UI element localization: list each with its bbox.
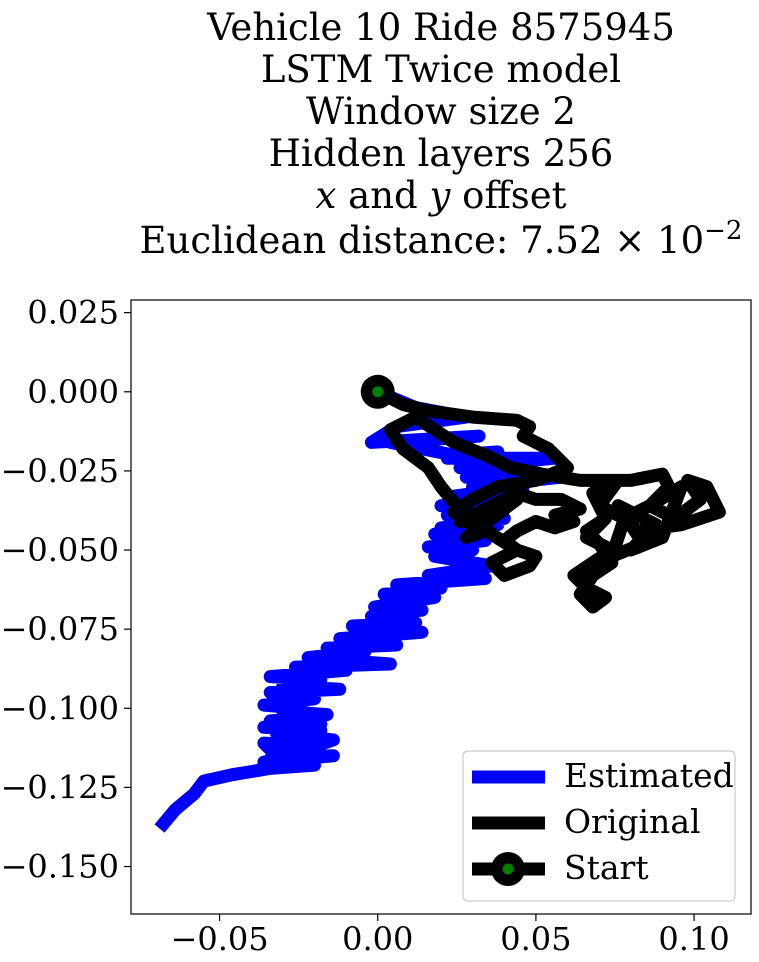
x-tick-label: −0.05 bbox=[171, 920, 269, 958]
y-tick-label: −0.050 bbox=[1, 531, 119, 569]
title-x-variable: x bbox=[315, 174, 337, 217]
x-tick-label: 0.00 bbox=[342, 920, 413, 958]
legend-estimated-label: Estimated bbox=[564, 756, 734, 795]
title-and-text: and bbox=[336, 174, 430, 217]
legend-original-label: Original bbox=[564, 802, 701, 841]
start-marker-inner bbox=[372, 386, 384, 398]
y-tick-label: 0.025 bbox=[27, 294, 119, 332]
title-distance-exponent: −2 bbox=[704, 216, 743, 246]
legend-start-marker-inner bbox=[502, 863, 514, 875]
title-line-vehicle: Vehicle 10 Ride 8575945 bbox=[207, 6, 675, 49]
title-distance-mantissa: 7.52 bbox=[520, 219, 603, 262]
title-line-offset: x and y offset bbox=[0, 174, 759, 217]
title-line-model: LSTM Twice model bbox=[260, 48, 622, 91]
y-tick-label: −0.075 bbox=[1, 610, 119, 648]
title-y-variable: y bbox=[429, 174, 451, 217]
title-distance-times: × 10 bbox=[602, 219, 705, 262]
x-tick-label: 0.10 bbox=[658, 920, 729, 958]
original-trajectory-line bbox=[374, 385, 726, 614]
estimated-trajectory-line bbox=[154, 385, 568, 833]
y-tick-label: 0.000 bbox=[27, 373, 119, 411]
y-tick-label: −0.150 bbox=[1, 848, 119, 886]
y-tick-label: −0.125 bbox=[1, 768, 119, 806]
y-tick-label: −0.100 bbox=[1, 689, 119, 727]
title-line-distance: Euclidean distance: 7.52 × 10−2 bbox=[0, 216, 759, 262]
y-axis: 0.025 0.000 −0.025 −0.050 −0.075 −0.100 −0.125… bbox=[1, 294, 131, 886]
x-axis: −0.05 0.00 0.05 0.10 bbox=[171, 914, 730, 958]
title-offset-text: offset bbox=[450, 174, 567, 217]
title-distance-prefix: Euclidean distance: bbox=[139, 219, 521, 262]
plot-frame bbox=[130, 299, 752, 915]
plot-area bbox=[154, 374, 726, 833]
chart-title: Vehicle 10 Ride 8575945 LSTM Twice model… bbox=[0, 0, 759, 290]
y-tick-label: −0.025 bbox=[1, 452, 119, 490]
title-line-window: Window size 2 bbox=[306, 90, 576, 133]
legend: Estimated Original Start bbox=[462, 750, 736, 902]
x-tick-label: 0.05 bbox=[500, 920, 571, 958]
title-line-hidden: Hidden layers 256 bbox=[268, 132, 614, 175]
legend-start-label: Start bbox=[564, 848, 649, 887]
